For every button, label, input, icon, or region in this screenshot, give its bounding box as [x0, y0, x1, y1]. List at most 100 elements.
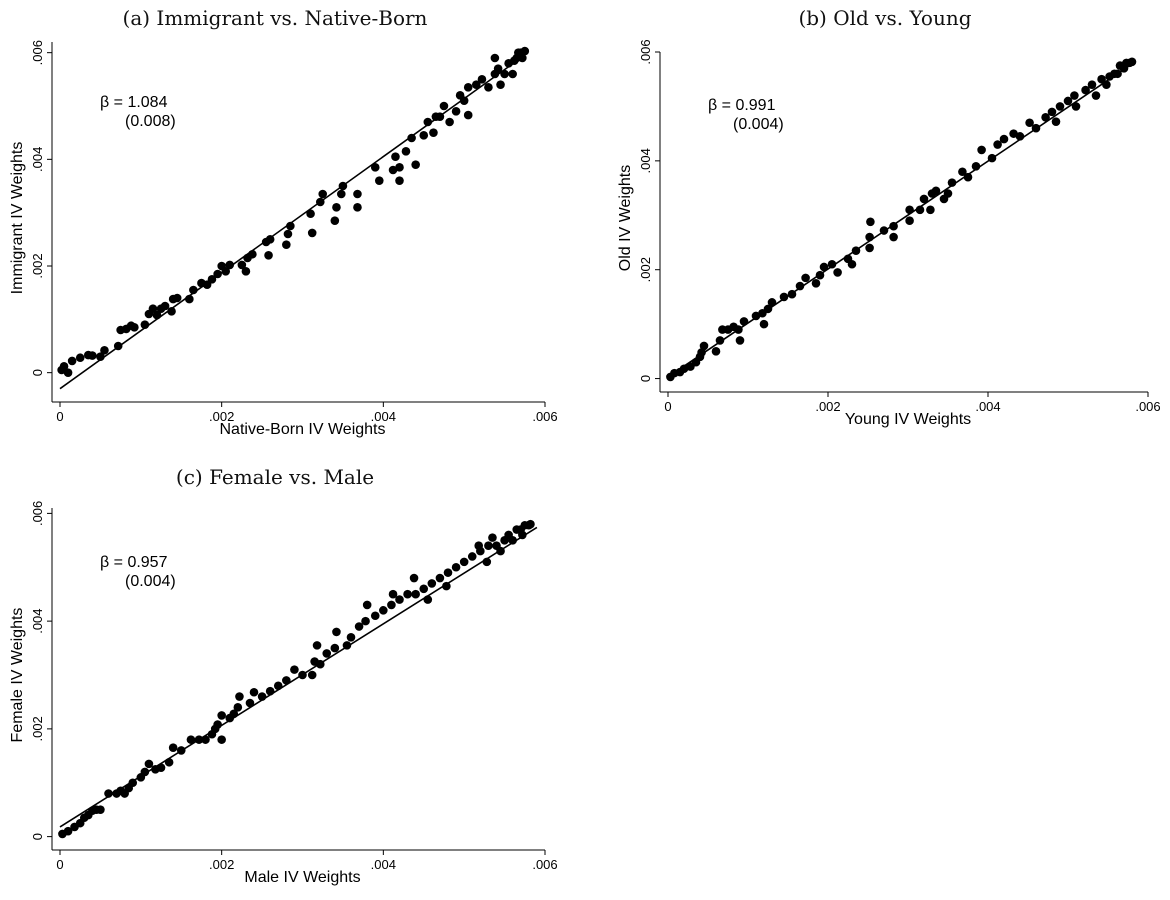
- data-point: [526, 519, 535, 529]
- data-point: [403, 589, 412, 599]
- data-point: [699, 341, 709, 351]
- data-point: [763, 304, 773, 314]
- y-tick-label: .004: [30, 608, 45, 633]
- scatter-chart-immigrant-vs-native: 0 .002 .004 .006 0 .002 .004 .006 Native-Born IV…: [9, 40, 558, 438]
- data-point: [1102, 80, 1111, 89]
- data-point: [496, 80, 505, 89]
- data-point: [1091, 91, 1101, 100]
- y-tick-label: .002: [30, 253, 45, 278]
- data-point: [201, 735, 210, 744]
- data-point: [484, 541, 493, 551]
- data-point: [264, 251, 273, 260]
- x-axis-title: Native-Born IV Weights: [220, 421, 386, 438]
- data-point: [1071, 102, 1081, 111]
- data-point: [759, 319, 769, 329]
- x-tick-label: .004: [975, 399, 1000, 414]
- chart-title-b: (b) Old vs. Young: [798, 6, 972, 30]
- data-point: [889, 221, 898, 231]
- beta-annotation: β = 0.991: [708, 97, 776, 114]
- data-point: [484, 83, 493, 92]
- data-point: [905, 216, 914, 226]
- data-point: [471, 80, 481, 89]
- data-point: [463, 110, 473, 120]
- data-point: [508, 536, 517, 545]
- data-point: [67, 356, 77, 366]
- data-point: [931, 186, 941, 196]
- data-point: [477, 75, 487, 84]
- data-point: [282, 240, 291, 249]
- data-point: [189, 285, 198, 295]
- data-point: [493, 64, 503, 73]
- x-tick-label: .006: [532, 409, 557, 424]
- data-point: [286, 221, 295, 231]
- data-point: [459, 557, 469, 567]
- data-point: [148, 304, 158, 313]
- chart-title-a: (a) Immigrant vs. Native-Born: [122, 6, 428, 30]
- beta-annotation: β = 1.084: [100, 94, 168, 111]
- beta-annotation: β = 0.957: [100, 554, 168, 571]
- y-tick-label: 0: [30, 833, 45, 840]
- data-point: [919, 194, 929, 204]
- data-point: [947, 178, 957, 187]
- data-point: [851, 246, 861, 255]
- data-point: [140, 320, 150, 329]
- data-point: [307, 228, 317, 238]
- data-point: [257, 692, 267, 701]
- data-point: [168, 743, 178, 753]
- data-point: [100, 345, 109, 355]
- data-point: [482, 557, 492, 567]
- data-point: [866, 217, 875, 227]
- data-point: [395, 163, 404, 172]
- data-point: [176, 746, 186, 755]
- data-point: [443, 568, 453, 577]
- data-point: [152, 310, 162, 320]
- x-axis-title: Male IV Weights: [244, 869, 360, 886]
- data-point: [235, 692, 244, 701]
- y-tick-label: .002: [30, 716, 45, 741]
- y-tick-label: .004: [30, 147, 45, 172]
- x-tick-label: .006: [532, 857, 557, 872]
- data-point: [476, 546, 485, 556]
- data-point: [338, 181, 348, 191]
- data-point: [490, 53, 500, 63]
- data-point: [779, 292, 789, 302]
- data-point: [958, 167, 967, 177]
- data-point: [971, 161, 981, 171]
- data-point: [395, 595, 404, 604]
- data-point: [1015, 132, 1025, 141]
- data-point: [905, 205, 914, 215]
- data-point: [993, 140, 1002, 149]
- data-point: [767, 298, 777, 307]
- data-point: [407, 133, 416, 143]
- data-point: [207, 275, 217, 284]
- data-point: [388, 165, 398, 175]
- data-point: [1031, 123, 1041, 133]
- data-point: [353, 203, 362, 212]
- se-annotation: (0.008): [125, 113, 176, 130]
- data-point: [518, 530, 527, 540]
- data-point: [423, 595, 433, 604]
- data-point: [999, 134, 1009, 144]
- data-point: [315, 659, 325, 669]
- data-point: [445, 117, 454, 127]
- data-point: [1113, 69, 1122, 79]
- data-point: [459, 96, 469, 105]
- data-point: [113, 341, 123, 351]
- x-tick-label: .002: [815, 399, 840, 414]
- data-point: [833, 268, 842, 277]
- data-point: [467, 552, 477, 561]
- data-point: [213, 720, 222, 729]
- data-point: [435, 112, 445, 121]
- data-point: [787, 289, 797, 299]
- data-point: [245, 698, 255, 708]
- x-tick-label: .002: [209, 409, 234, 424]
- data-point: [130, 323, 139, 332]
- data-point: [237, 260, 247, 270]
- data-point: [156, 763, 166, 772]
- data-point: [354, 622, 364, 631]
- data-point: [307, 670, 317, 680]
- data-point: [827, 259, 837, 269]
- data-point: [229, 709, 239, 719]
- data-point: [374, 176, 384, 185]
- y-axis-title: Old IV Weights: [617, 165, 634, 271]
